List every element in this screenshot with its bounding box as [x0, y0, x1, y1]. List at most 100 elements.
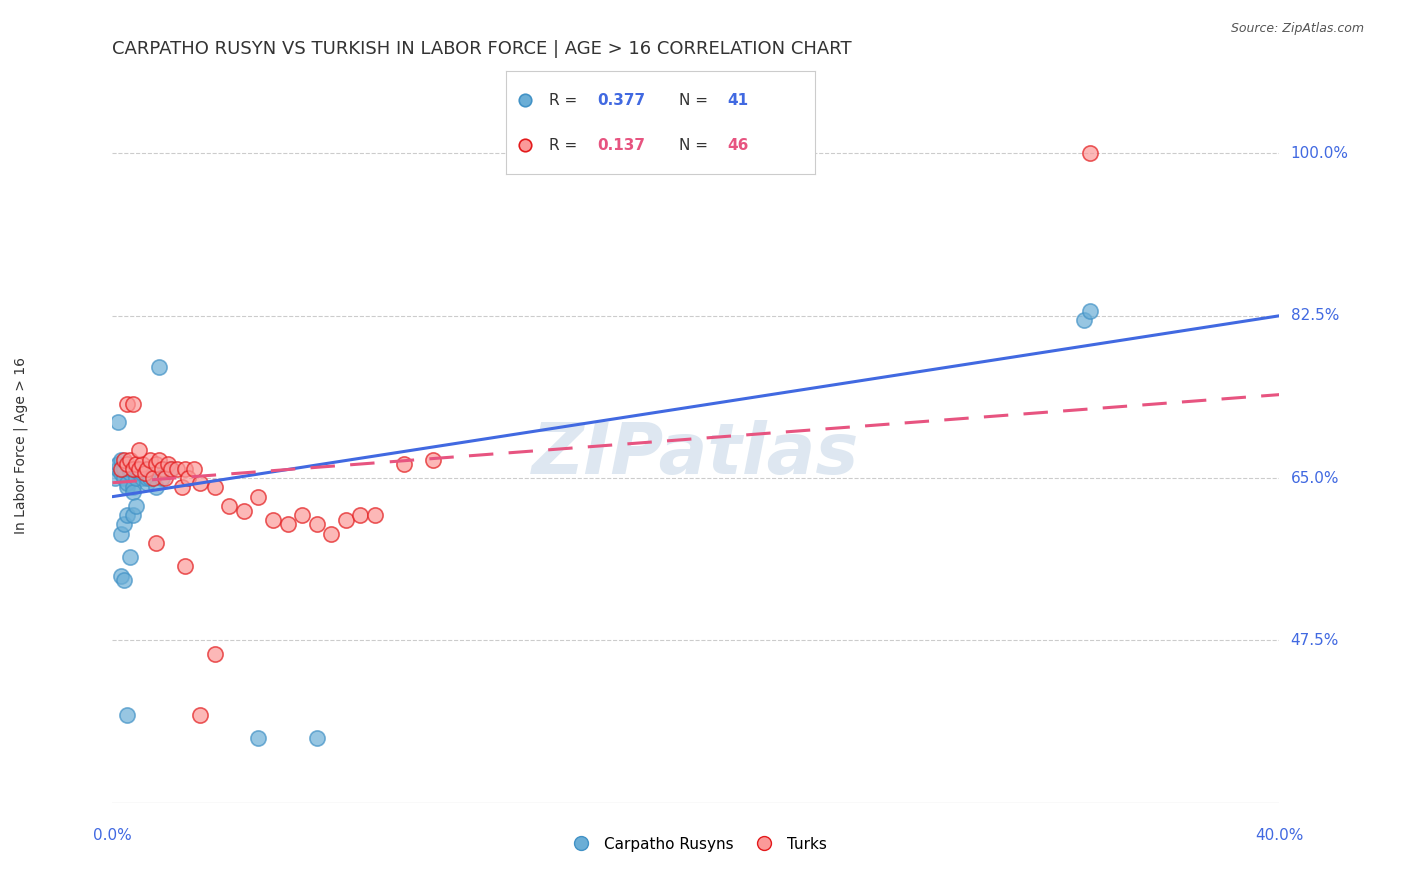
Text: 47.5%: 47.5% — [1291, 633, 1339, 648]
Point — [174, 462, 197, 476]
Point — [110, 452, 132, 467]
Point — [145, 536, 167, 550]
Point — [128, 467, 150, 481]
Point — [321, 526, 343, 541]
Point — [107, 416, 129, 430]
Point — [276, 517, 298, 532]
Point — [145, 480, 167, 494]
Point — [118, 467, 141, 481]
Point — [125, 471, 148, 485]
Text: 0.0%: 0.0% — [93, 828, 132, 843]
Point — [110, 462, 132, 476]
Point — [183, 462, 205, 476]
Point — [136, 471, 159, 485]
Point — [142, 471, 165, 485]
Point — [112, 517, 135, 532]
Text: 41: 41 — [727, 93, 748, 108]
Point — [166, 462, 188, 476]
Text: Source: ZipAtlas.com: Source: ZipAtlas.com — [1230, 22, 1364, 36]
Point — [247, 731, 270, 745]
Point — [291, 508, 314, 523]
Text: R =: R = — [550, 93, 582, 108]
Point — [115, 480, 138, 494]
Point — [122, 480, 145, 494]
Point — [172, 480, 194, 494]
Point — [115, 457, 138, 471]
Point — [148, 452, 170, 467]
Text: In Labor Force | Age > 16: In Labor Force | Age > 16 — [14, 358, 28, 534]
Point — [204, 480, 226, 494]
Point — [134, 462, 156, 476]
Point — [160, 462, 183, 476]
Point — [232, 503, 254, 517]
Point — [145, 457, 167, 471]
Point — [305, 517, 328, 532]
Point — [174, 559, 197, 574]
Point — [131, 457, 153, 471]
Text: 65.0%: 65.0% — [1291, 471, 1339, 485]
Point — [1078, 304, 1101, 318]
Point — [188, 707, 211, 722]
Point — [125, 457, 148, 471]
Point — [110, 568, 132, 582]
Text: 40.0%: 40.0% — [1256, 828, 1303, 843]
Point — [112, 573, 135, 587]
Point — [115, 397, 138, 411]
Text: R =: R = — [550, 137, 582, 153]
Point — [128, 443, 150, 458]
Point — [112, 452, 135, 467]
Point — [177, 471, 200, 485]
Point — [392, 457, 416, 471]
Point — [150, 462, 173, 476]
Point — [262, 513, 284, 527]
Point — [139, 471, 162, 485]
Point — [1078, 146, 1101, 161]
Point — [112, 471, 135, 485]
Point — [153, 471, 176, 485]
Point — [188, 475, 211, 490]
Text: 0.377: 0.377 — [598, 93, 645, 108]
Point — [128, 462, 150, 476]
Point — [305, 731, 328, 745]
Point — [136, 462, 159, 476]
Point — [115, 475, 138, 490]
Point — [247, 490, 270, 504]
Point — [125, 499, 148, 513]
Point — [118, 462, 141, 476]
Point — [364, 508, 387, 523]
Point — [104, 471, 127, 485]
Legend: Carpatho Rusyns, Turks: Carpatho Rusyns, Turks — [560, 830, 832, 858]
Point — [122, 397, 145, 411]
Text: CARPATHO RUSYN VS TURKISH IN LABOR FORCE | AGE > 16 CORRELATION CHART: CARPATHO RUSYN VS TURKISH IN LABOR FORCE… — [112, 40, 852, 58]
Point — [118, 549, 141, 564]
Point — [150, 471, 173, 485]
Point — [153, 462, 176, 476]
Point — [107, 457, 129, 471]
Point — [118, 452, 141, 467]
Point — [160, 462, 183, 476]
Point — [134, 467, 156, 481]
Text: 82.5%: 82.5% — [1291, 309, 1339, 323]
Point — [122, 462, 145, 476]
Point — [139, 452, 162, 467]
Point — [1073, 313, 1095, 327]
Point — [148, 359, 170, 374]
Point — [107, 462, 129, 476]
Point — [115, 707, 138, 722]
Text: ZIPatlas: ZIPatlas — [533, 420, 859, 490]
Text: 46: 46 — [727, 137, 749, 153]
Point — [125, 462, 148, 476]
Point — [156, 457, 179, 471]
Text: N =: N = — [679, 137, 713, 153]
Point — [110, 526, 132, 541]
Point — [349, 508, 371, 523]
Text: N =: N = — [679, 93, 713, 108]
Point — [112, 462, 135, 476]
Point — [335, 513, 357, 527]
Text: 0.137: 0.137 — [598, 137, 645, 153]
Point — [122, 485, 145, 500]
Point — [131, 471, 153, 485]
Point — [422, 452, 444, 467]
Text: 100.0%: 100.0% — [1291, 146, 1348, 161]
Point — [136, 475, 159, 490]
